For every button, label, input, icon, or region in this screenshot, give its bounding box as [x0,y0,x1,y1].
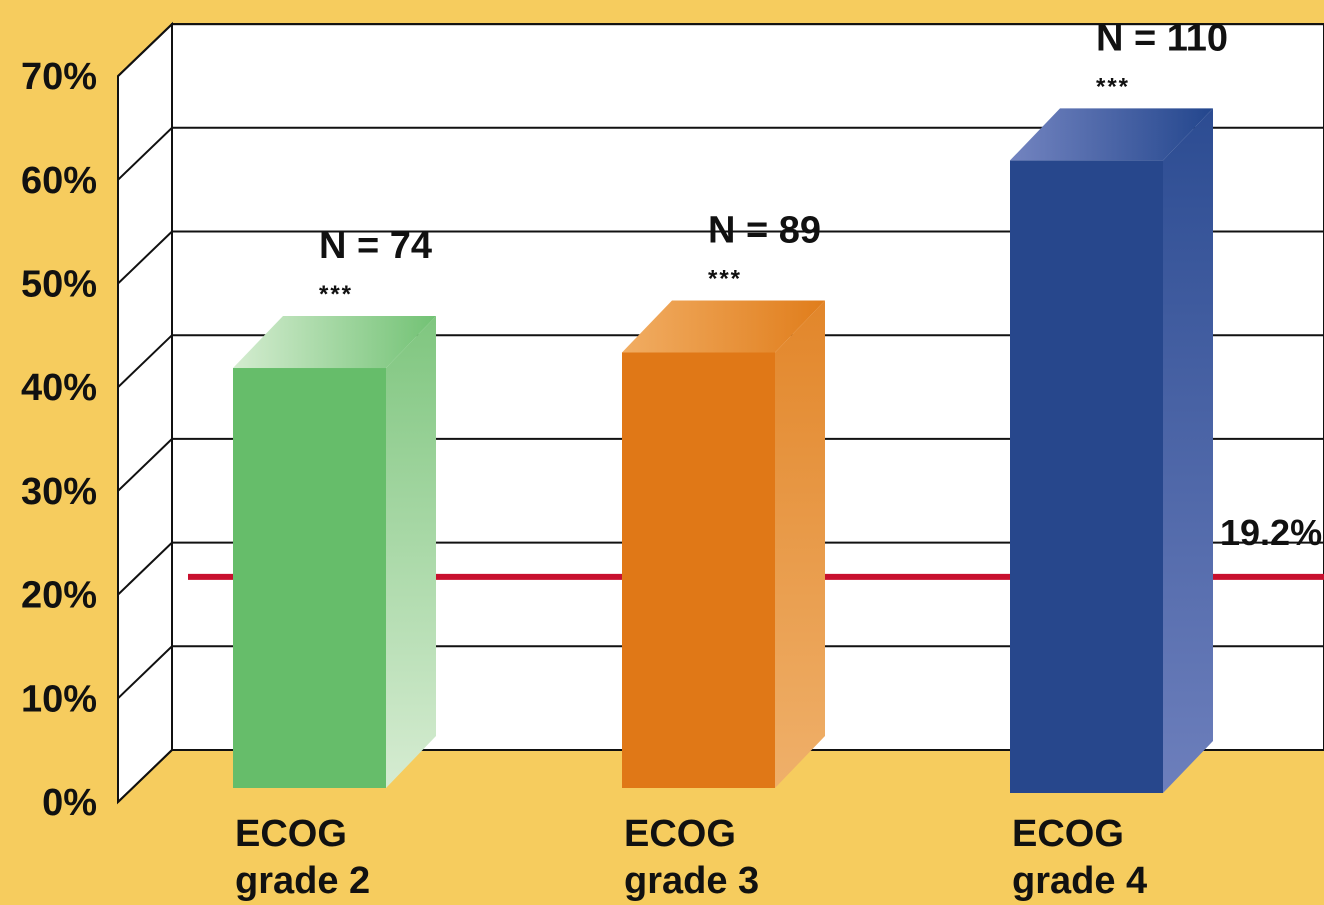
category-label-line2: grade 3 [624,860,759,902]
category-label-line1: ECOG [1012,813,1124,855]
bar [233,316,436,788]
category-label-line1: ECOG [235,813,347,855]
bar-top [1010,108,1213,161]
n-label: N = 74 [319,225,432,267]
bar-front [622,352,775,788]
significance-label: *** [319,281,353,308]
gridline [117,541,1324,596]
category-label-line1: ECOG [624,813,736,855]
bar-side [1163,108,1213,794]
y-tick-label: 0% [42,782,97,824]
n-label: N = 110 [1096,17,1228,59]
y-tick-label: 50% [21,264,97,306]
bar [1010,108,1213,794]
gridline [117,23,1324,77]
reference-line-label: 19.2% [1220,512,1322,553]
bars [233,108,1213,794]
y-tick-label: 40% [21,367,97,409]
gridline [117,749,1324,803]
labels: N = 74 *** ECOG grade 2 N = 89 *** ECOG grade 3… [235,17,1228,902]
y-tick-label: 20% [21,575,97,617]
gridline [117,645,1324,700]
gridline [117,230,1324,285]
significance-label: *** [1096,73,1130,100]
y-axis: 0% 10% 20% 30% 40% 50% 60% 70% [21,56,97,824]
gridline [117,334,1324,388]
bar [622,300,825,788]
y-tick-label: 10% [21,678,97,720]
bar-top [622,300,825,353]
bar-front [233,368,386,788]
bar-side [386,316,436,788]
bar-front [1010,160,1163,793]
y-tick-label: 70% [21,56,97,98]
side-wall [117,21,173,805]
significance-label: *** [708,265,742,292]
bar-side [775,300,825,788]
y-tick-label: 60% [21,160,97,202]
gridline [117,437,1324,492]
category-label-line2: grade 4 [1012,860,1147,902]
category-label-line2: grade 2 [235,860,370,902]
bar-top [233,316,436,369]
gridline [117,126,1324,181]
y-tick-label: 30% [21,471,97,513]
gridlines [117,23,1324,803]
n-label: N = 89 [708,209,821,251]
